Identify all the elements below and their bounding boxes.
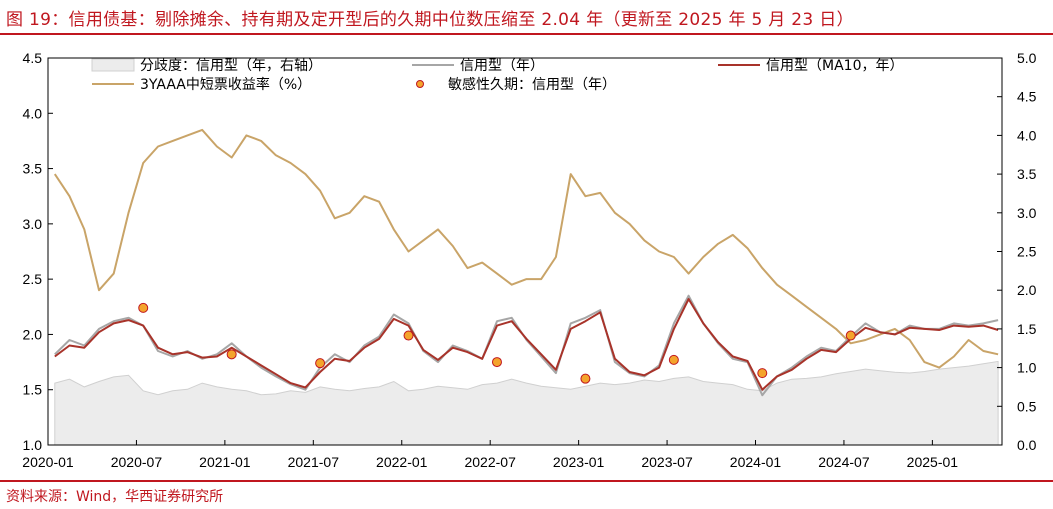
- source-note: 资料来源：Wind，华西证券研究所: [6, 489, 224, 505]
- sensitivity-marker-4: [403, 330, 414, 341]
- y-right-tick-label: 3.5: [1017, 166, 1037, 182]
- x-tick-label: 2020-01: [22, 454, 74, 470]
- y-right-tick-label: 2.0: [1017, 282, 1037, 298]
- title-divider: [0, 33, 1053, 35]
- y-left-tick-label: 3.5: [23, 161, 43, 177]
- sensitivity-marker-7: [668, 354, 679, 365]
- x-tick-label: 2021-07: [288, 454, 340, 470]
- y-right-tick-label: 4.0: [1017, 127, 1037, 143]
- y-right-tick-label: 3.0: [1017, 205, 1037, 221]
- y-left-tick-label: 4.0: [23, 105, 43, 121]
- x-tick-label: 2024-01: [730, 454, 782, 470]
- legend-item-4: 3YAAA中短票收益率（%）: [92, 76, 311, 93]
- x-tick-label: 2025-01: [907, 454, 959, 470]
- legend-item-3: 信用型（MA10，年）: [718, 58, 903, 74]
- legend-item-2: 信用型（年）: [412, 58, 544, 74]
- legend-item-5: 敏感性久期：信用型（年）: [416, 76, 616, 93]
- chart-title: 图 19：信用债基：剔除摊余、持有期及定开型后的久期中位数压缩至 2.04 年（…: [6, 10, 854, 30]
- y-left-tick-label: 1.5: [23, 382, 43, 398]
- series-credit-ma10-line: [54, 298, 999, 391]
- sensitivity-marker-9: [845, 330, 856, 341]
- y-right-tick-label: 1.5: [1017, 321, 1037, 337]
- sensitivity-marker-8: [757, 368, 768, 379]
- legend-label: 信用型（MA10，年）: [766, 58, 903, 74]
- x-tick-label: 2023-07: [641, 454, 693, 470]
- legend-item-1: 分歧度：信用型（年，右轴）: [91, 58, 322, 74]
- legend-swatch: [91, 58, 135, 72]
- legend-label: 3YAAA中短票收益率（%）: [140, 76, 311, 93]
- x-tick-label: 2020-07: [111, 454, 163, 470]
- x-tick-label: 2022-01: [376, 454, 428, 470]
- y-left-tick-label: 1.0: [23, 437, 43, 453]
- legend-label: 分歧度：信用型（年，右轴）: [140, 58, 322, 74]
- y-left-tick-label: 2.0: [23, 326, 43, 342]
- source-divider: [0, 480, 1053, 482]
- y-right-tick-label: 5.0: [1017, 50, 1037, 66]
- legend-swatch: [416, 80, 424, 88]
- sensitivity-marker-1: [138, 302, 149, 313]
- y-right-tick-label: 1.0: [1017, 360, 1037, 376]
- sensitivity-marker-6: [580, 373, 591, 384]
- y-right-tick-label: 2.5: [1017, 244, 1037, 260]
- series-yield-line: [53, 128, 999, 369]
- y-left-tick-label: 3.0: [23, 216, 43, 232]
- y-right-tick-label: 0.0: [1017, 437, 1037, 453]
- x-tick-label: 2022-07: [464, 454, 516, 470]
- y-left-tick-label: 4.5: [23, 50, 43, 66]
- x-tick-label: 2021-01: [199, 454, 251, 470]
- legend-label: 信用型（年）: [460, 58, 544, 74]
- y-right-tick-label: 4.5: [1017, 89, 1037, 105]
- x-tick-label: 2023-01: [553, 454, 605, 470]
- legend-label: 敏感性久期：信用型（年）: [448, 76, 616, 93]
- series-divergence-area: [54, 360, 999, 446]
- sensitivity-marker-5: [491, 357, 502, 368]
- y-right-tick-label: 0.5: [1017, 398, 1037, 414]
- sensitivity-marker-2: [226, 349, 237, 360]
- y-left-tick-label: 2.5: [23, 271, 43, 287]
- sensitivity-marker-3: [315, 358, 326, 369]
- x-tick-label: 2024-07: [818, 454, 870, 470]
